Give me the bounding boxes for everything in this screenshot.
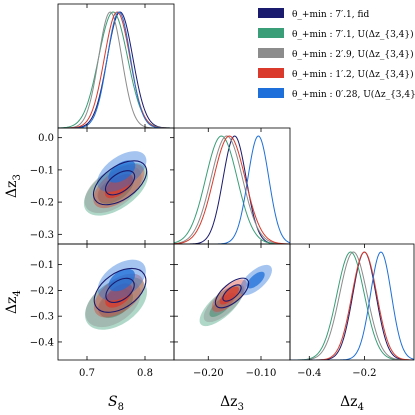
contour-outer-0 — [214, 277, 250, 309]
x-axis-label-dz4: Δz4 — [340, 394, 364, 413]
contour-inner-0 — [105, 277, 135, 303]
marginal-panel-dz3 — [174, 135, 290, 244]
legend-label-0: θ_+min : 7′.1, fid — [292, 10, 370, 20]
legend-swatch-0 — [258, 8, 284, 18]
contour-outer-0 — [93, 267, 147, 313]
contour-panel-dz3_dz4 — [199, 264, 273, 327]
legend: θ_+min : 7′.1, fid θ_+min : 7′.1, U(Δz_{3… — [258, 8, 415, 100]
contour-panel-S8_dz3 — [83, 151, 149, 216]
contour-layer — [83, 151, 273, 330]
legend-swatch-4 — [258, 88, 284, 98]
marginal-curve-0 — [174, 135, 290, 244]
legend-label-3: θ_+min : 1′.2, U(Δz_{3,4}) — [292, 69, 414, 80]
marginal-curve-1 — [290, 251, 414, 360]
y-tick-label: −0.2 — [30, 286, 54, 297]
marginal-curve-1 — [174, 135, 290, 244]
panel-frame — [57, 3, 175, 129]
panel-frame — [289, 243, 415, 361]
marginal-curve-0 — [290, 251, 414, 360]
marginal-panel-dz4 — [290, 251, 414, 360]
marginal-curve-4 — [174, 135, 290, 244]
legend-label-1: θ_+min : 7′.1, U(Δz_{3,4}) — [292, 29, 414, 40]
x-tick-label: 0.7 — [79, 368, 95, 379]
marginal-curve-3 — [290, 251, 414, 360]
x-tick-label: −0.20 — [193, 368, 224, 379]
contour-inner-3 — [104, 173, 133, 199]
x-tick-label: −0.2 — [352, 368, 376, 379]
contour-inner-0 — [222, 284, 242, 302]
y-tick-label: −0.1 — [30, 260, 54, 271]
marginal-curve-2 — [58, 11, 174, 128]
contour-inner-4 — [246, 271, 265, 289]
axes-layer: 0.7 0.8 −0.20 −0.10 −0.4 −0.2 −0.3 −0.2 −0.1 0.0 −… — [4, 3, 415, 413]
legend-swatch-2 — [258, 48, 284, 58]
y-tick-label: −0.3 — [30, 312, 54, 323]
x-axis-label-S8: S8 — [108, 394, 124, 413]
x-axis-label-dz3: Δz3 — [220, 394, 244, 413]
y-tick-label: −0.3 — [30, 230, 54, 241]
contour-panel-S8_dz4 — [84, 259, 148, 330]
y-tick-label: 0.0 — [38, 133, 54, 144]
x-tick-label: −0.4 — [297, 368, 321, 379]
marginal-panel-S8 — [58, 11, 174, 128]
contour-inner-3 — [219, 286, 240, 305]
contour-inner-3 — [105, 283, 133, 308]
legend-label-4: θ_+min : 0′.28, U(Δz_{3,4}) — [292, 89, 415, 100]
marginal-curve-3 — [174, 135, 290, 244]
marginal-curve-2 — [290, 251, 414, 360]
marginal-curve-4 — [290, 251, 414, 360]
marginal-curve-1 — [58, 11, 174, 128]
marginal-curve-2 — [174, 135, 290, 244]
y-tick-label: −0.4 — [30, 337, 54, 348]
y-axis-label-dz3: Δz3 — [4, 174, 23, 198]
legend-swatch-1 — [258, 28, 284, 38]
marginal-layer — [58, 11, 414, 360]
x-tick-label: 0.8 — [137, 368, 153, 379]
marginal-curve-4 — [58, 11, 174, 128]
contour-inner-4 — [108, 268, 136, 292]
y-axis-label-dz4: Δz4 — [4, 290, 23, 314]
marginal-curve-0 — [58, 11, 174, 128]
marginal-curve-3 — [58, 11, 174, 128]
contour-outer-0 — [92, 160, 148, 206]
x-tick-label: −0.10 — [246, 368, 277, 379]
legend-swatch-3 — [258, 68, 284, 78]
contour-inner-0 — [104, 170, 136, 196]
y-tick-label: −0.1 — [30, 165, 54, 176]
y-tick-label: −0.2 — [30, 198, 54, 209]
legend-label-2: θ_+min : 2′.9, U(Δz_{3,4}) — [292, 49, 414, 60]
